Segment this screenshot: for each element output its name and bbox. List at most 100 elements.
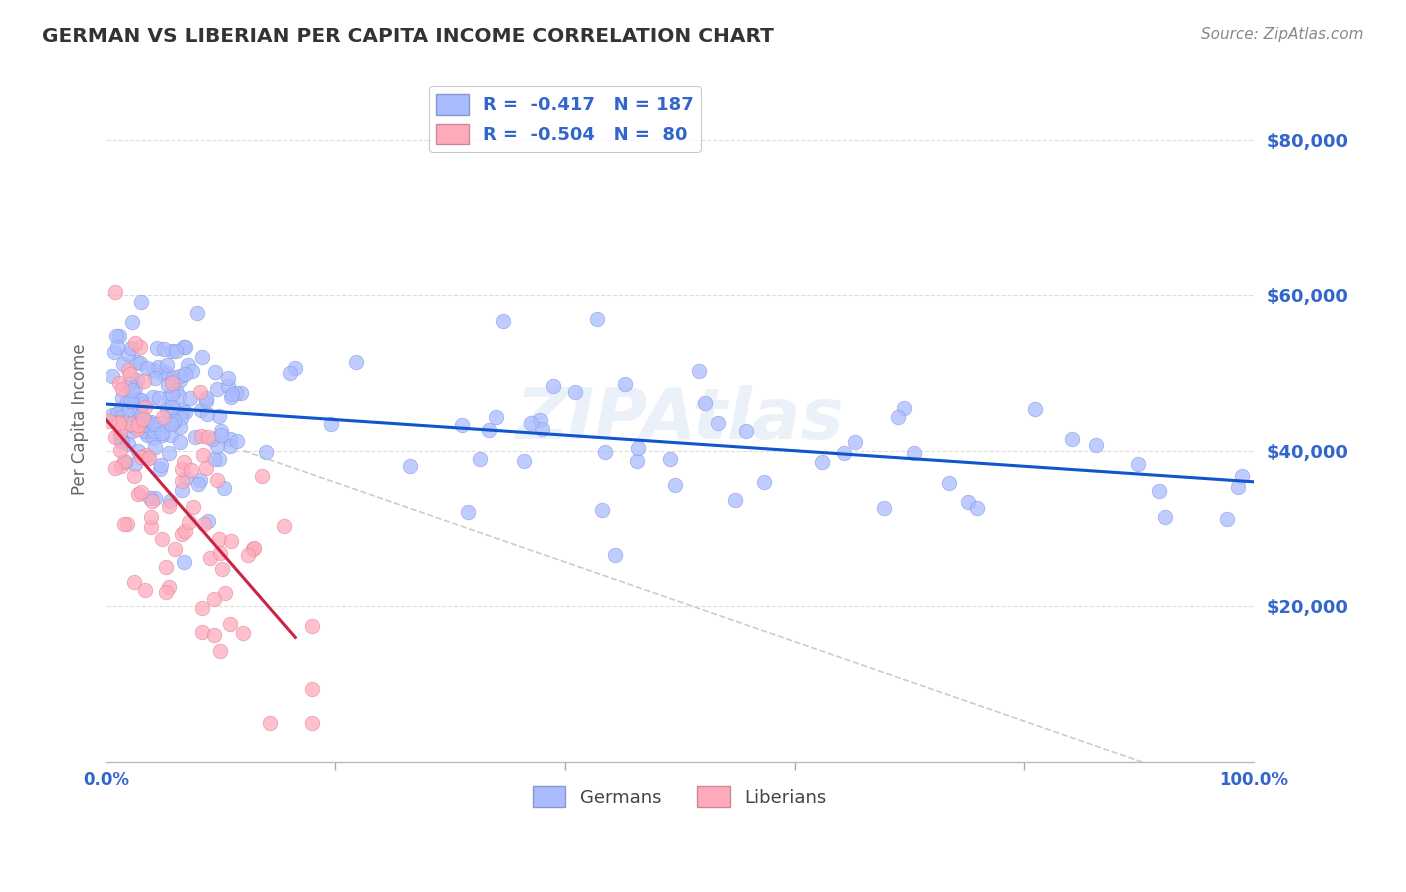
Point: [225, 385, 247, 400]
Point: [129, 485, 152, 500]
Point: [169, 420, 191, 434]
Point: [160, 387, 183, 401]
Point: [134, 582, 156, 597]
Point: [114, 455, 136, 469]
Point: [163, 403, 186, 417]
Point: [193, 516, 215, 531]
Point: [139, 416, 162, 430]
Point: [212, 481, 235, 495]
Point: [724, 492, 747, 507]
Point: [170, 411, 193, 425]
Point: [173, 555, 195, 569]
Point: [110, 458, 132, 473]
Point: [250, 469, 273, 483]
Point: [211, 562, 233, 576]
Point: [219, 616, 242, 631]
Point: [124, 457, 146, 471]
Point: [111, 382, 134, 396]
Y-axis label: Per Capita Income: Per Capita Income: [72, 343, 89, 495]
Point: [136, 428, 159, 442]
Point: [128, 356, 150, 370]
Point: [186, 306, 208, 320]
Point: [207, 439, 229, 453]
Point: [117, 362, 139, 376]
Point: [197, 430, 219, 444]
Point: [124, 381, 146, 395]
Point: [242, 542, 264, 557]
Point: [122, 468, 145, 483]
Point: [142, 363, 165, 377]
Point: [165, 343, 187, 358]
Point: [134, 413, 156, 427]
Point: [124, 392, 146, 407]
Point: [122, 419, 145, 434]
Point: [591, 503, 613, 517]
Point: [159, 417, 181, 431]
Point: [152, 409, 174, 424]
Point: [157, 499, 180, 513]
Point: [170, 527, 193, 541]
Point: [110, 401, 132, 415]
Point: [181, 500, 204, 514]
Point: [98, 414, 121, 428]
Point: [301, 715, 323, 730]
Point: [209, 424, 232, 438]
Point: [108, 328, 131, 343]
Point: [873, 500, 896, 515]
Point: [613, 377, 636, 392]
Point: [139, 491, 162, 505]
Point: [163, 416, 186, 430]
Point: [470, 452, 492, 467]
Text: ZIPAtlas: ZIPAtlas: [516, 385, 844, 454]
Point: [167, 389, 190, 403]
Point: [695, 396, 717, 410]
Point: [179, 516, 201, 530]
Point: [141, 520, 163, 534]
Point: [187, 476, 209, 491]
Point: [1126, 457, 1149, 471]
Point: [627, 442, 650, 456]
Point: [157, 390, 180, 404]
Point: [202, 628, 225, 642]
Point: [170, 462, 193, 476]
Point: [273, 519, 295, 533]
Point: [531, 422, 554, 436]
Point: [254, 445, 277, 459]
Point: [108, 376, 131, 390]
Point: [191, 625, 214, 640]
Point: [174, 524, 197, 539]
Point: [135, 448, 157, 462]
Point: [626, 454, 648, 468]
Point: [156, 403, 179, 417]
Point: [457, 505, 479, 519]
Point: [242, 541, 264, 555]
Point: [603, 548, 626, 562]
Point: [101, 369, 124, 384]
Point: [129, 393, 152, 408]
Point: [120, 395, 142, 409]
Point: [688, 364, 710, 378]
Point: [190, 385, 212, 400]
Point: [127, 418, 149, 433]
Point: [160, 400, 183, 414]
Point: [108, 415, 131, 429]
Point: [129, 295, 152, 310]
Point: [543, 379, 565, 393]
Point: [105, 408, 128, 422]
Point: [169, 434, 191, 449]
Point: [201, 433, 224, 447]
Point: [344, 355, 367, 369]
Point: [887, 410, 910, 425]
Point: [112, 454, 135, 468]
Point: [105, 340, 128, 354]
Point: [120, 341, 142, 355]
Point: [225, 434, 247, 448]
Point: [172, 483, 194, 497]
Point: [278, 366, 301, 380]
Point: [197, 514, 219, 528]
Point: [209, 427, 232, 442]
Point: [128, 404, 150, 418]
Point: [174, 405, 197, 419]
Point: [153, 365, 176, 379]
Point: [217, 371, 239, 385]
